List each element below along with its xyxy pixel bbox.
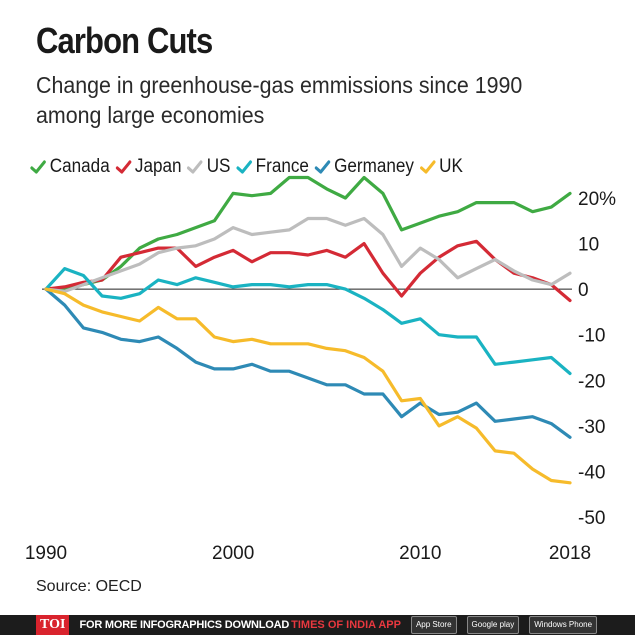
x-tick-label: 2000 xyxy=(212,543,254,564)
chart-title: Carbon Cuts xyxy=(36,20,213,61)
legend-label: US xyxy=(206,156,231,177)
legend-swatch-icon xyxy=(187,160,203,174)
source-note: Source: OECD xyxy=(36,578,142,595)
series-line-france xyxy=(44,267,572,376)
y-tick-label: 10 xyxy=(578,235,599,256)
y-tick-label: -50 xyxy=(578,508,605,529)
footer-text: FOR MORE INFOGRAPHICS DOWNLOAD xyxy=(79,619,290,631)
legend-label: Japan xyxy=(134,156,182,177)
windows-phone-badge[interactable]: Windows Phone xyxy=(529,616,598,634)
legend-swatch-icon xyxy=(314,160,331,174)
legend-label: Canada xyxy=(49,156,110,177)
legend-item-japan: Japan xyxy=(115,156,182,178)
y-tick-label: 20% xyxy=(578,189,616,210)
x-tick-label: 2010 xyxy=(399,543,441,564)
legend-item-us: US xyxy=(187,156,231,178)
toi-logo[interactable]: TOI xyxy=(36,615,70,635)
legend-label: France xyxy=(255,156,309,177)
legend-swatch-icon xyxy=(30,160,46,174)
legend-item-germaney: Germaney xyxy=(314,156,414,178)
y-tick-label: -40 xyxy=(578,462,605,483)
legend-item-france: France xyxy=(236,156,309,178)
y-tick-label: 0 xyxy=(578,280,589,301)
footer-brand[interactable]: TIMES OF INDIA APP xyxy=(291,619,401,631)
y-tick-label: -10 xyxy=(578,326,605,347)
legend-label: Germaney xyxy=(334,156,414,177)
footer-banner: TOI FOR MORE INFOGRAPHICS DOWNLOAD TIMES… xyxy=(0,615,635,635)
series-line-canada xyxy=(44,175,572,291)
series-line-germaney xyxy=(44,287,572,439)
chart-subtitle: Change in greenhouse-gas emmissions sinc… xyxy=(36,72,523,128)
chart-legend: Canada Japan US France Germaney UK xyxy=(30,156,468,180)
google-play-badge[interactable]: Google play xyxy=(466,616,520,634)
legend-label: UK xyxy=(439,156,463,177)
series-line-us xyxy=(44,216,572,293)
y-tick-label: -30 xyxy=(578,417,605,438)
legend-item-uk: UK xyxy=(419,156,463,178)
legend-item-canada: Canada xyxy=(30,156,110,178)
y-tick-label: -20 xyxy=(578,371,605,392)
series-line-japan xyxy=(44,239,572,303)
legend-swatch-icon xyxy=(236,160,252,174)
series-line-uk xyxy=(44,287,572,485)
x-tick-label: 1990 xyxy=(25,543,67,564)
legend-swatch-icon xyxy=(115,160,131,174)
legend-swatch-icon xyxy=(419,160,436,174)
app-store-badge[interactable]: App Store xyxy=(410,616,457,634)
x-tick-label: 2018 xyxy=(549,543,591,564)
